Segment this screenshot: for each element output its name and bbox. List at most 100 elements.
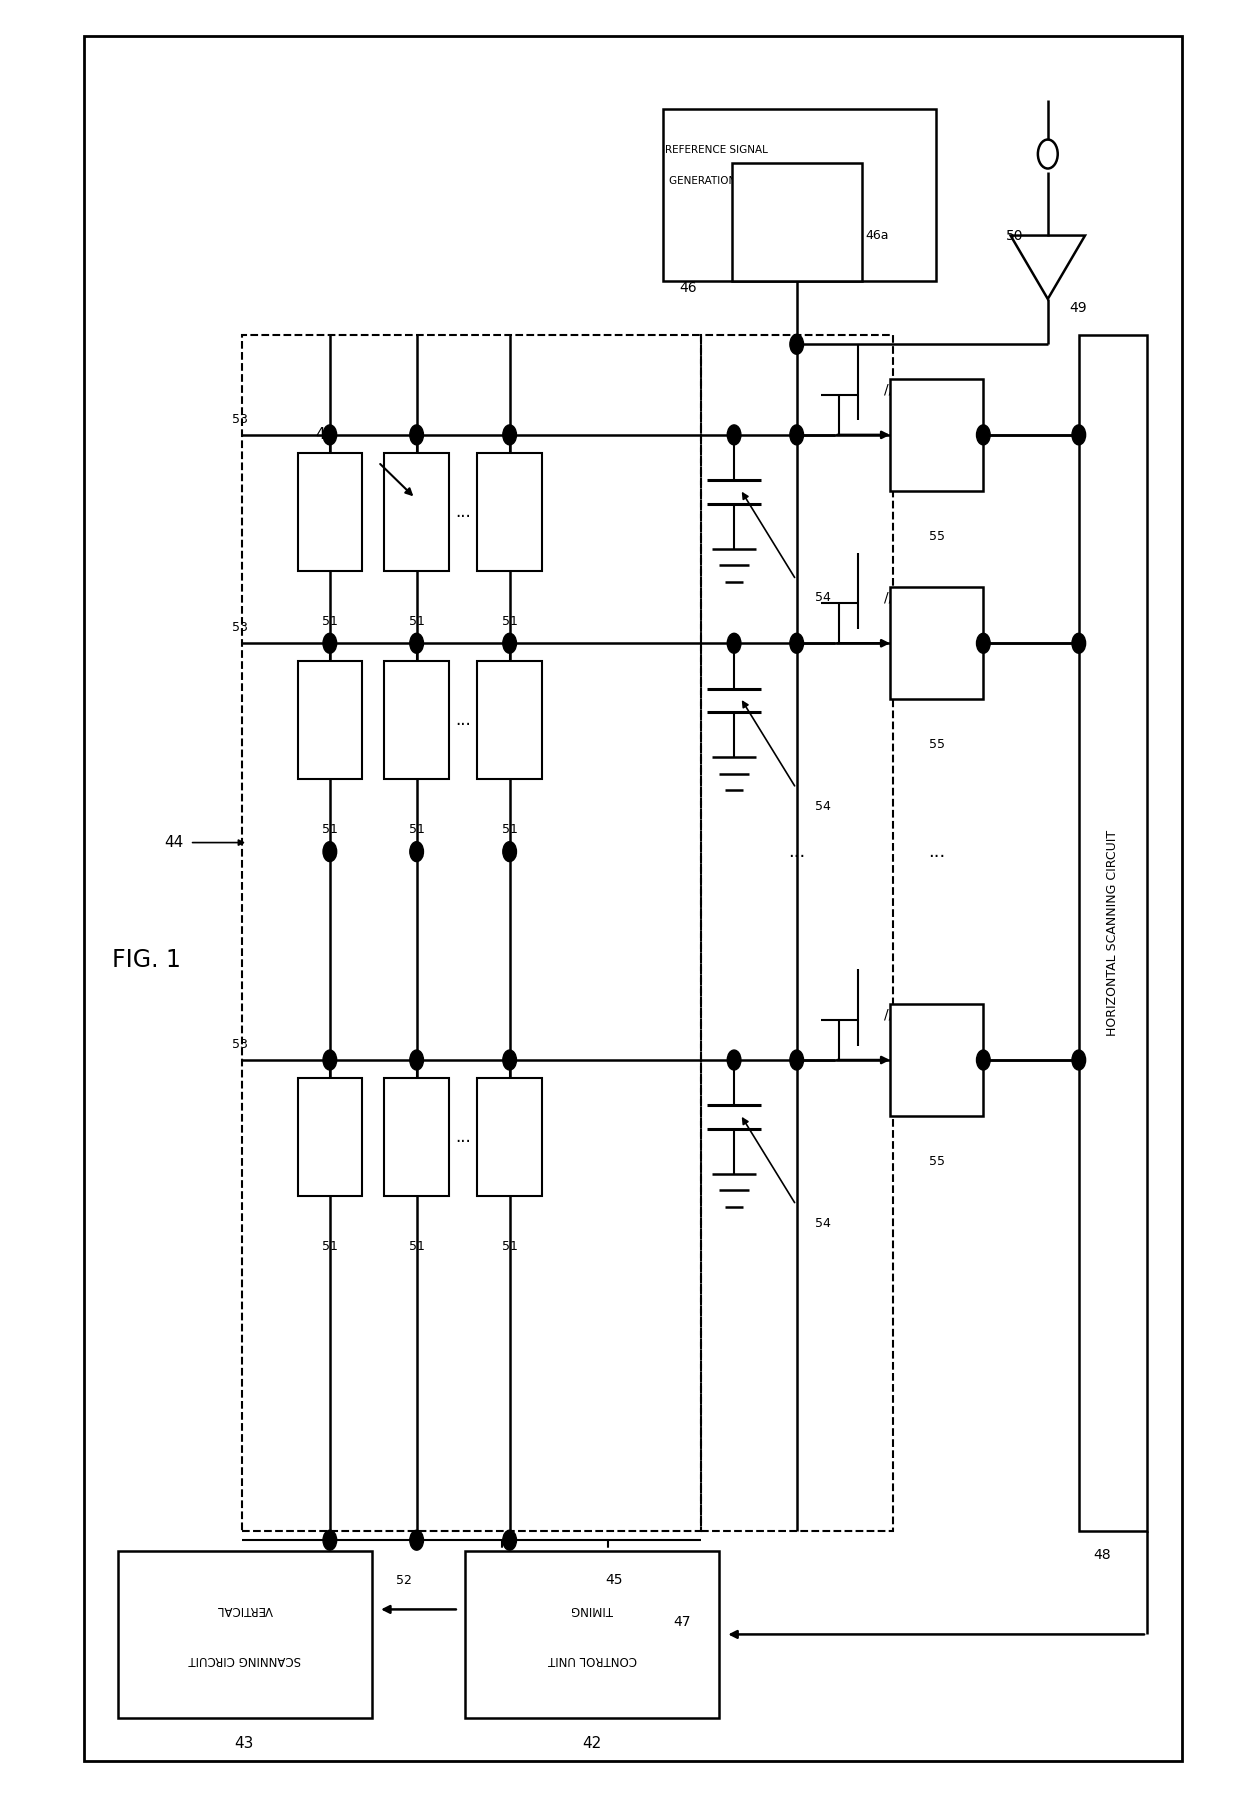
- Text: REFERENCE SIGNAL: REFERENCE SIGNAL: [666, 145, 768, 156]
- Bar: [384, 453, 449, 571]
- Bar: [890, 587, 983, 699]
- Text: 54: 54: [815, 799, 831, 814]
- Circle shape: [1071, 634, 1086, 652]
- Circle shape: [322, 634, 337, 652]
- Bar: [242, 335, 701, 1531]
- Circle shape: [503, 841, 517, 863]
- Bar: [298, 1078, 362, 1196]
- Bar: [663, 109, 936, 281]
- Circle shape: [727, 634, 742, 652]
- Circle shape: [727, 426, 742, 444]
- Circle shape: [1071, 1049, 1086, 1069]
- Bar: [84, 36, 1182, 1761]
- Text: VERTICAL: VERTICAL: [217, 1604, 273, 1616]
- Text: 44: 44: [164, 835, 184, 850]
- Text: ...: ...: [408, 843, 425, 861]
- Bar: [465, 1551, 719, 1718]
- Text: SCANNING CIRCUIT: SCANNING CIRCUIT: [188, 1653, 301, 1665]
- Circle shape: [790, 333, 804, 353]
- Circle shape: [976, 634, 990, 652]
- Bar: [298, 453, 362, 571]
- Text: 52: 52: [308, 1573, 322, 1587]
- Text: 52: 52: [487, 1573, 502, 1587]
- Circle shape: [409, 1049, 424, 1069]
- Bar: [384, 1078, 449, 1196]
- Text: ...: ...: [455, 712, 471, 728]
- Circle shape: [322, 1529, 337, 1551]
- Text: TIMING: TIMING: [572, 1604, 613, 1616]
- Text: 53: 53: [232, 622, 248, 634]
- Text: 46: 46: [680, 281, 697, 295]
- Bar: [890, 1004, 983, 1116]
- Text: 51: 51: [322, 614, 337, 629]
- Bar: [1079, 335, 1147, 1531]
- Text: 51: 51: [409, 1239, 424, 1254]
- Text: FIG. 1: FIG. 1: [112, 948, 181, 973]
- Text: ...: ...: [929, 843, 945, 861]
- Text: 54: 54: [815, 591, 831, 605]
- Text: DAC: DAC: [782, 216, 811, 230]
- Bar: [701, 335, 893, 1531]
- Text: ADC: ADC: [921, 636, 952, 651]
- Circle shape: [322, 841, 337, 863]
- Text: ...: ...: [455, 1129, 471, 1145]
- Circle shape: [727, 1049, 742, 1069]
- Circle shape: [790, 634, 804, 652]
- Text: 51: 51: [502, 614, 517, 629]
- Circle shape: [322, 1049, 337, 1069]
- Text: 47: 47: [673, 1614, 691, 1629]
- Circle shape: [409, 1529, 424, 1551]
- Circle shape: [976, 1049, 990, 1069]
- Text: 45: 45: [605, 1573, 622, 1587]
- Circle shape: [503, 1529, 517, 1551]
- Text: 51: 51: [322, 823, 337, 837]
- Text: 46a: 46a: [866, 228, 889, 243]
- Text: ...: ...: [455, 504, 471, 520]
- Text: 55: 55: [929, 737, 945, 752]
- Circle shape: [503, 426, 517, 444]
- Text: 41: 41: [315, 428, 335, 442]
- Text: ...: ...: [789, 843, 805, 861]
- Text: ADC: ADC: [921, 1053, 952, 1067]
- Text: //: //: [884, 591, 894, 605]
- Text: 51: 51: [502, 1239, 517, 1254]
- Circle shape: [322, 426, 337, 444]
- Text: 55: 55: [929, 1154, 945, 1169]
- Text: HORIZONTAL SCANNING CIRCUIT: HORIZONTAL SCANNING CIRCUIT: [1106, 830, 1120, 1036]
- Text: GENERATION UNIT: GENERATION UNIT: [670, 176, 764, 187]
- Text: ...: ...: [321, 843, 339, 861]
- Bar: [890, 379, 983, 491]
- Text: 42: 42: [582, 1736, 601, 1750]
- Text: 43: 43: [234, 1736, 254, 1750]
- Circle shape: [790, 426, 804, 444]
- Bar: [477, 453, 542, 571]
- Text: 54: 54: [815, 1216, 831, 1230]
- Text: //: //: [884, 1007, 894, 1022]
- Bar: [732, 163, 862, 281]
- Text: 51: 51: [502, 823, 517, 837]
- Circle shape: [1071, 426, 1086, 444]
- Text: 50: 50: [1006, 228, 1023, 243]
- Bar: [118, 1551, 372, 1718]
- Text: 55: 55: [929, 529, 945, 544]
- Circle shape: [790, 1049, 804, 1069]
- Text: 51: 51: [409, 614, 424, 629]
- Text: 49: 49: [1069, 301, 1086, 315]
- Bar: [477, 1078, 542, 1196]
- Text: ADC: ADC: [921, 428, 952, 442]
- Text: ...: ...: [501, 843, 518, 861]
- Text: 51: 51: [409, 823, 424, 837]
- Text: CONTROL UNIT: CONTROL UNIT: [548, 1653, 636, 1665]
- Circle shape: [409, 634, 424, 652]
- Text: 53: 53: [232, 413, 248, 426]
- Bar: [298, 661, 362, 779]
- Text: 51: 51: [322, 1239, 337, 1254]
- Circle shape: [409, 426, 424, 444]
- Circle shape: [409, 841, 424, 863]
- Text: 52: 52: [397, 1573, 412, 1587]
- Bar: [384, 661, 449, 779]
- Text: 53: 53: [232, 1038, 248, 1051]
- Circle shape: [503, 1049, 517, 1069]
- Text: 48: 48: [1094, 1547, 1111, 1562]
- Bar: [477, 661, 542, 779]
